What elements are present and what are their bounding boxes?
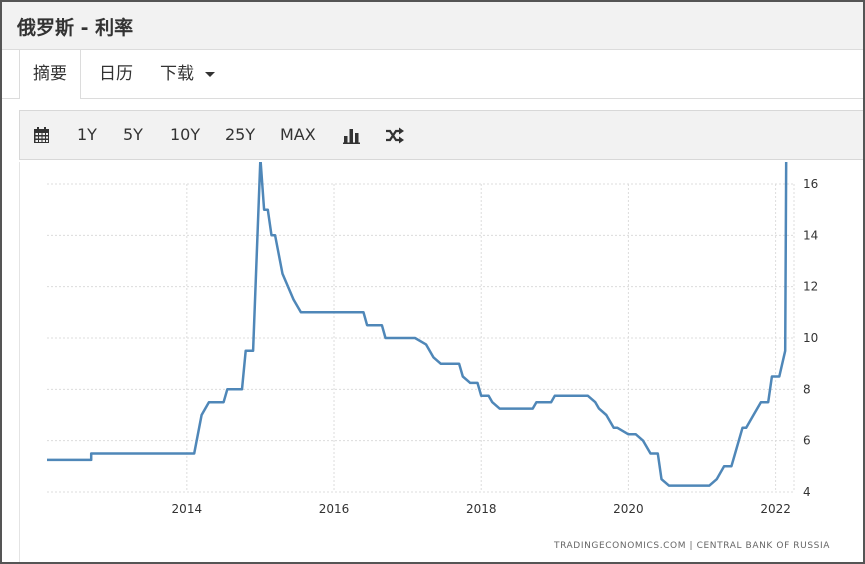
x-axis-ticks: 2014 2016 2018 2020 2022 — [172, 502, 791, 516]
range-25y-button[interactable]: 25Y — [225, 125, 256, 144]
x-tick-label: 2022 — [760, 502, 791, 516]
series-line — [47, 162, 788, 487]
interest-rate-chart: 4 6 8 10 12 14 16 2014 2016 2018 2020 2022 TRADING… — [47, 162, 830, 551]
y-tick-label: 6 — [803, 434, 811, 448]
tab-summary-label: 摘要 — [33, 64, 67, 84]
y-tick-label: 12 — [803, 280, 818, 294]
x-tick-label: 2020 — [613, 502, 644, 516]
range-max-button[interactable]: MAX — [280, 125, 316, 144]
caret-down-icon — [205, 71, 216, 77]
range-10y-button[interactable]: 10Y — [170, 125, 201, 144]
y-tick-label: 16 — [803, 177, 818, 191]
x-tick-label: 2018 — [466, 502, 497, 516]
calendar-icon — [34, 127, 49, 143]
tab-download-label: 下载 — [160, 64, 194, 84]
x-tick-label: 2014 — [172, 502, 203, 516]
x-tick-label: 2016 — [319, 502, 350, 516]
y-tick-label: 4 — [803, 485, 811, 499]
tab-bar: 摘要 日历 下载 — [2, 50, 863, 99]
y-axis-ticks: 4 6 8 10 12 14 16 — [803, 177, 818, 499]
shuffle-button[interactable] — [385, 111, 405, 159]
chart-area: 4 6 8 10 12 14 16 2014 2016 2018 2020 2022 TRADING… — [19, 162, 863, 562]
bar-chart-icon — [343, 129, 360, 144]
bar-chart-button[interactable] — [343, 111, 360, 159]
range-1y-button[interactable]: 1Y — [77, 125, 97, 144]
y-tick-label: 14 — [803, 228, 818, 242]
shuffle-icon — [386, 127, 404, 144]
tab-calendar-label: 日历 — [99, 64, 133, 84]
y-tick-label: 10 — [803, 331, 818, 345]
tab-download[interactable]: 下载 — [160, 50, 216, 98]
page-title: 俄罗斯 - 利率 — [17, 17, 134, 39]
tab-summary[interactable]: 摘要 — [19, 50, 81, 99]
range-5y-button[interactable]: 5Y — [123, 125, 143, 144]
calendar-button[interactable] — [33, 111, 50, 159]
title-bar: 俄罗斯 - 利率 — [2, 2, 863, 50]
tab-calendar[interactable]: 日历 — [99, 50, 133, 98]
y-tick-label: 8 — [803, 382, 811, 396]
chart-toolbar: 1Y 5Y 10Y 25Y MAX — [19, 110, 863, 160]
chart-source: TRADINGECONOMICS.COM | CENTRAL BANK OF R… — [553, 541, 830, 551]
chart-grid — [47, 183, 795, 493]
